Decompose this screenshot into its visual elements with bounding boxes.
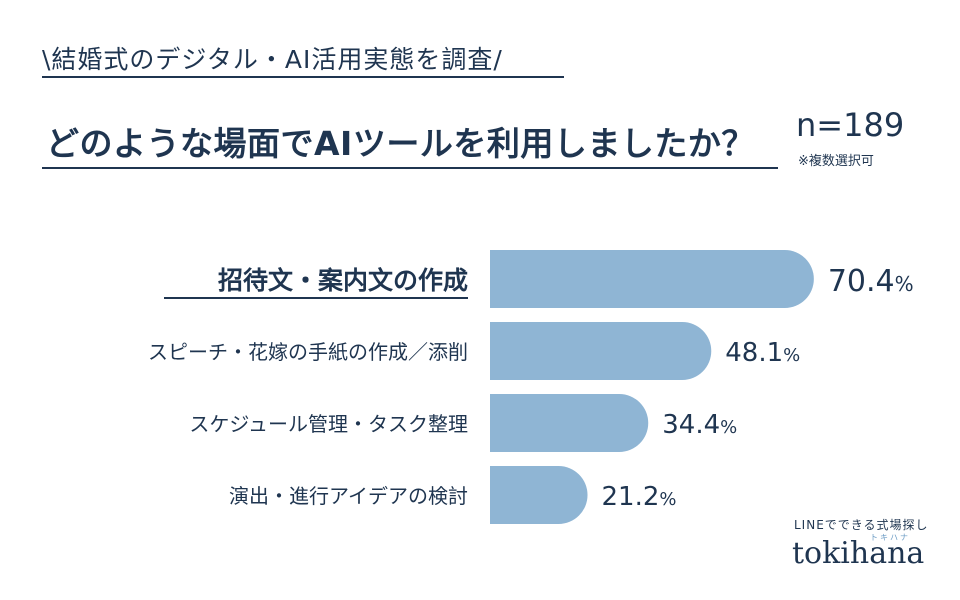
- kicker-underline: [42, 76, 564, 78]
- multiple-choice-note: ※複数選択可: [798, 154, 874, 169]
- value-label-1: 70.4%: [828, 264, 914, 299]
- title-underline: [42, 167, 778, 169]
- category-label-4: 演出・進行アイデアの検討: [229, 484, 468, 508]
- bar-row-4: [490, 466, 588, 524]
- brand-reading: トキハナ: [870, 533, 910, 542]
- sample-size: n=189: [796, 106, 905, 144]
- chart-title: どのような場面でAIツールを利用しましたか？: [46, 124, 755, 163]
- value-label-3: 34.4%: [662, 410, 737, 440]
- highlight-underline: [164, 297, 468, 299]
- bar-row-3: [490, 394, 649, 452]
- bar-row-1: [490, 250, 814, 308]
- brand-tagline: LINEでできる式場探し: [794, 518, 929, 532]
- survey-kicker: \結婚式のデジタル・AI活用実態を調査/: [42, 45, 503, 74]
- value-label-2: 48.1%: [725, 338, 800, 368]
- bar-row-2: [490, 322, 712, 380]
- category-label-3: スケジュール管理・タスク整理: [189, 412, 468, 436]
- category-label-1: 招待文・案内文の作成: [218, 266, 468, 295]
- category-label-2: スピーチ・花嫁の手紙の作成／添削: [148, 340, 468, 364]
- brand-logo: tokihana: [792, 536, 925, 571]
- value-label-4: 21.2%: [602, 482, 677, 512]
